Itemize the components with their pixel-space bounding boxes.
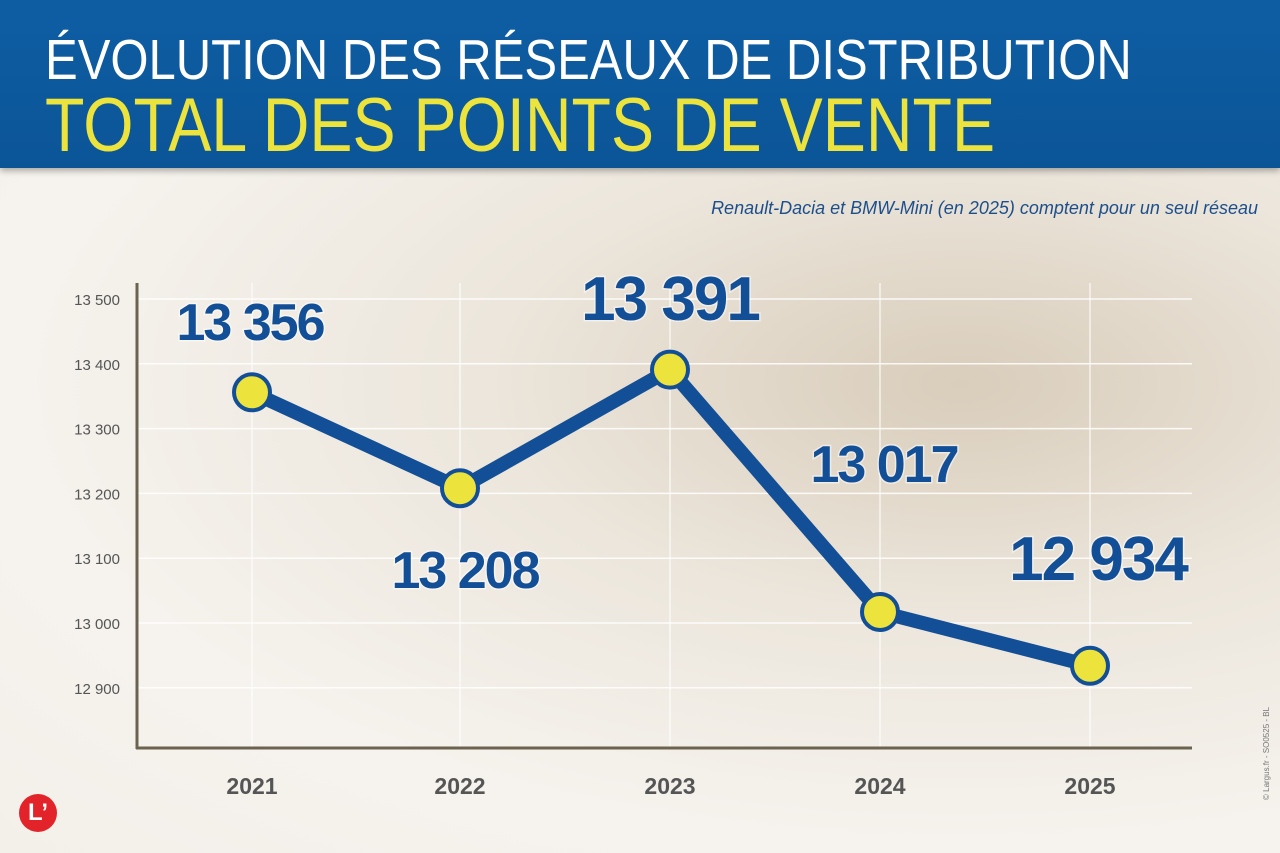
chart-subtitle: TOTAL DES POINTS DE VENTE (45, 83, 996, 168)
y-tick-label: 13 500 (74, 292, 120, 309)
data-label: 13 017 (810, 436, 957, 494)
chart-note: Renault-Dacia et BMW-Mini (en 2025) comp… (711, 198, 1258, 218)
data-point (860, 591, 900, 632)
x-tick-label: 2023 (644, 773, 695, 799)
y-tick-label: 12 900 (74, 681, 120, 698)
y-tick-label: 13 300 (74, 422, 120, 439)
x-tick-label: 2024 (854, 773, 905, 799)
copyright: © Largus.fr - SO0525 - BL (1262, 706, 1271, 800)
x-tick-label: 2025 (1064, 773, 1115, 799)
data-label: 13 391 (581, 265, 759, 334)
x-tick-label: 2022 (434, 773, 485, 799)
y-tick-label: 13 000 (74, 616, 120, 633)
data-label: 13 356 (176, 294, 324, 352)
data-label: 13 208 (391, 542, 539, 600)
y-tick-label: 13 400 (74, 357, 120, 374)
x-tick-label: 2021 (226, 773, 277, 799)
data-point (650, 349, 690, 390)
data-point (440, 468, 480, 509)
data-point (232, 372, 272, 413)
y-tick-label: 13 100 (74, 551, 120, 568)
y-tick-label: 13 200 (74, 486, 120, 503)
largus-logo: L’ (19, 794, 57, 832)
chart-title: ÉVOLUTION DES RÉSEAUX DE DISTRIBUTION (45, 28, 1132, 92)
data-label: 12 934 (1009, 525, 1189, 594)
series-line (249, 362, 1092, 673)
data-point (1070, 645, 1110, 686)
header-banner: ÉVOLUTION DES RÉSEAUX DE DISTRIBUTION TO… (0, 0, 1280, 168)
